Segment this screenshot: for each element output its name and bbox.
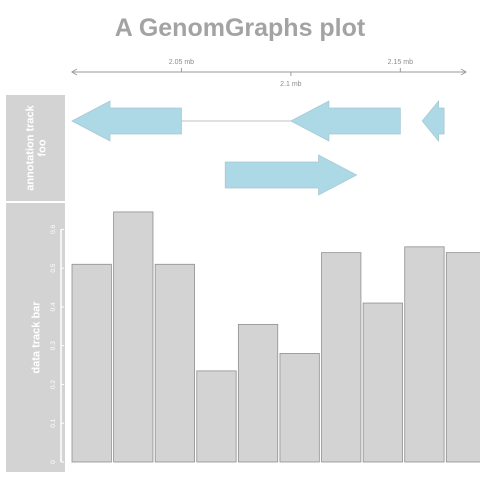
data-bar <box>445 252 480 463</box>
annotation-feature-arrow <box>71 100 182 142</box>
axis-tick-label: 2.05 mb <box>169 59 194 66</box>
annotation-track-panel <box>6 95 65 201</box>
y-tick-label: 0.6 <box>50 224 57 233</box>
annotation-feature-arrow <box>224 154 358 196</box>
y-tick-label: 0.1 <box>50 418 57 427</box>
data-bar <box>71 263 112 463</box>
data-bar <box>362 302 403 463</box>
axis-arrow-right <box>460 68 467 76</box>
y-tick-label: 0 <box>50 460 57 464</box>
annotation-track <box>71 99 445 196</box>
data-bar <box>154 263 195 463</box>
annotation-track-label: annotation track <box>25 104 37 190</box>
data-bar <box>321 252 362 463</box>
axis-tick-label: 2.15 mb <box>388 59 413 66</box>
data-track-panel <box>6 203 65 472</box>
data-bar <box>279 353 320 463</box>
plot-title: A GenomGraphs plot <box>114 14 366 42</box>
annotation-track-label: foo <box>37 139 49 156</box>
track-label-panels: annotation track foo data track bar <box>6 95 65 472</box>
axis-arrow-left <box>71 68 78 76</box>
genomic-axis: 2.05 mb 2.1 mb 2.15 mb <box>71 59 467 88</box>
y-tick-label: 0.3 <box>50 341 57 350</box>
data-bar <box>196 370 237 463</box>
y-tick-label: 0.5 <box>50 263 57 272</box>
annotation-feature-arrow <box>421 99 445 143</box>
data-bar <box>237 323 279 463</box>
data-bar <box>404 246 445 463</box>
annotation-feature-arrow <box>290 100 401 142</box>
data-track: 0 0.1 0.2 0.3 0.4 0.5 0.6 <box>50 211 480 464</box>
axis-tick-label: 2.1 mb <box>280 81 302 88</box>
data-track-label: data track bar <box>31 301 43 374</box>
y-tick-label: 0.2 <box>50 380 57 389</box>
y-tick-label: 0.4 <box>50 302 57 311</box>
data-bar <box>113 211 154 463</box>
